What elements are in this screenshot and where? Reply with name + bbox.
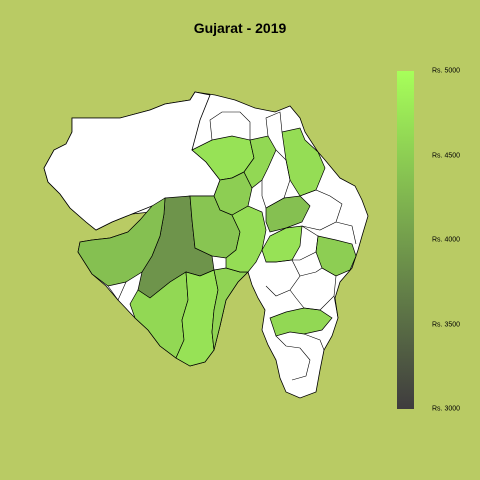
district-polygon	[269, 307, 333, 337]
district-polygon	[77, 197, 166, 287]
district-polygon	[315, 235, 357, 277]
legend-tick-label: Rs. 5000	[432, 67, 461, 75]
district-polygon	[225, 205, 267, 273]
legend-color-bar	[397, 71, 414, 409]
legend-tick-label: Rs. 4000	[432, 236, 461, 244]
legend-tick-label: Rs. 3500	[432, 321, 461, 328]
district-polygon	[213, 171, 253, 216]
map-title: Gujarat - 2019	[193, 20, 287, 36]
district-polygon	[265, 195, 311, 233]
districts-layer	[77, 127, 357, 367]
no-data-boundaries	[107, 111, 357, 381]
legend-tick-label: Rs. 3000	[432, 405, 461, 413]
legend-tick-label: Rs. 4500	[432, 152, 461, 159]
district-polygon	[211, 267, 249, 351]
